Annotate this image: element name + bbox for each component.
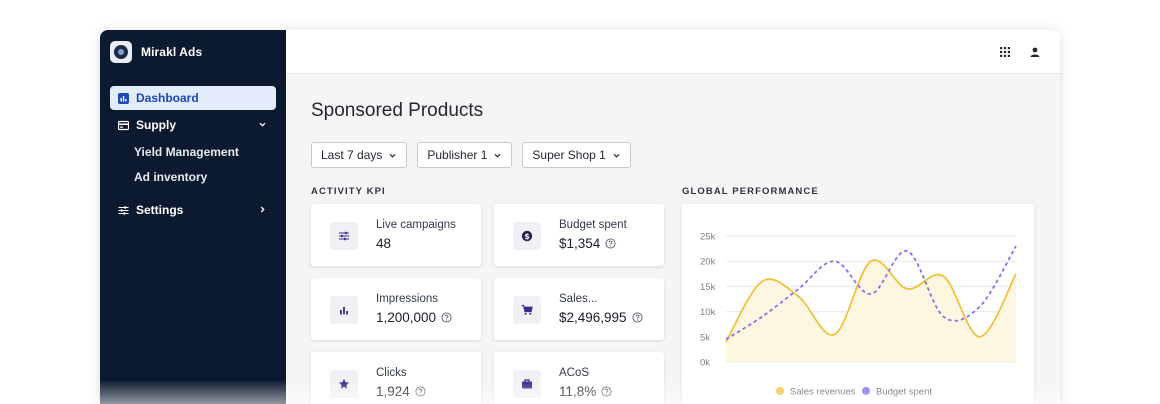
- page-title: Sponsored Products: [311, 100, 484, 121]
- brand[interactable]: Mirakl Ads: [100, 30, 286, 74]
- sidebar-item-dashboard[interactable]: Dashboard: [110, 86, 276, 110]
- apps-grid-icon[interactable]: [998, 45, 1012, 59]
- help-icon[interactable]: [415, 386, 426, 397]
- kpi-value: 48: [376, 236, 392, 251]
- sidebar-item-label: Supply: [136, 118, 177, 132]
- chart-bar-icon: [118, 92, 129, 104]
- sidebar-item-label: Settings: [136, 203, 184, 217]
- kpi-value-row: $2,496,995: [559, 310, 643, 325]
- kpi-label: Live campaigns: [376, 219, 456, 231]
- publisher-filter[interactable]: Publisher 1: [417, 142, 513, 168]
- kpi-card-clicks[interactable]: Clicks 1,924: [311, 352, 481, 404]
- date-range-filter[interactable]: Last 7 days: [311, 142, 408, 168]
- legend-label[interactable]: Budget spent: [876, 387, 932, 398]
- shop-filter[interactable]: Super Shop 1: [522, 142, 631, 168]
- kpi-value-row: 1,924: [376, 384, 426, 399]
- kpi-label: ACoS: [559, 367, 590, 379]
- filter-bar: Last 7 days Publisher 1 Super Shop 1: [311, 142, 641, 168]
- y-tick-label: 10k: [700, 307, 716, 318]
- user-icon[interactable]: [1028, 45, 1042, 59]
- help-icon[interactable]: [601, 386, 612, 397]
- mirakl-logo-icon: [110, 41, 132, 63]
- kpi-card-sales[interactable]: Sales... $2,496,995: [494, 278, 664, 340]
- chevron-down-icon: [613, 153, 620, 158]
- sliders-icon: [330, 222, 358, 250]
- sliders-icon: [118, 205, 129, 216]
- help-icon[interactable]: [441, 312, 452, 323]
- top-bar: [286, 30, 1060, 74]
- kpi-value: $1,354: [559, 236, 601, 251]
- series-area-0: [726, 260, 1016, 362]
- help-icon[interactable]: [632, 312, 643, 323]
- kpi-value: 1,200,000: [376, 310, 437, 325]
- chevron-down-icon: [259, 122, 266, 127]
- kpi-value-row: $1,354: [559, 236, 616, 251]
- sidebar: Mirakl Ads Dashboard Supply Yield Manage…: [100, 30, 286, 404]
- app-window: Mirakl Ads Dashboard Supply Yield Manage…: [100, 30, 1060, 404]
- help-icon[interactable]: [605, 238, 616, 249]
- series-line-1: [725, 245, 1017, 341]
- kpi-label: Clicks: [376, 367, 407, 379]
- dollar-coin-icon: $: [513, 222, 541, 250]
- kpi-value-row: 1,200,000: [376, 310, 452, 325]
- sidebar-subitem-ad-inventory[interactable]: Ad inventory: [134, 170, 208, 184]
- sidebar-item-label: Dashboard: [136, 91, 199, 105]
- kpi-card-budget-spent[interactable]: $ Budget spent $1,354: [494, 204, 664, 266]
- kpi-value-row: 11,8%: [559, 384, 612, 399]
- kpi-value: $2,496,995: [559, 310, 627, 325]
- chevron-right-icon: [260, 206, 265, 213]
- kpi-label: Sales...: [559, 293, 598, 305]
- filter-label: Last 7 days: [321, 148, 383, 162]
- kpi-value: 1,924: [376, 384, 410, 399]
- app-name: Mirakl Ads: [141, 45, 203, 59]
- kpi-card-live-campaigns[interactable]: Live campaigns 48: [311, 204, 481, 266]
- global-performance-card: 0k 5k 10k 15k 20k 25k Sales revenues Budget spe…: [682, 204, 1034, 404]
- legend-label[interactable]: Sales revenues: [790, 387, 856, 398]
- sidebar-item-settings[interactable]: Settings: [110, 198, 276, 222]
- kpi-value-row: 48: [376, 236, 391, 251]
- legend-marker: [862, 387, 870, 395]
- sidebar-item-supply[interactable]: Supply: [110, 113, 276, 137]
- filter-label: Publisher 1: [427, 148, 488, 162]
- kpi-card-impressions[interactable]: Impressions 1,200,000: [311, 278, 481, 340]
- sidebar-subitem-yield-management[interactable]: Yield Management: [134, 145, 239, 159]
- legend-marker: [776, 387, 784, 395]
- performance-chart: 0k 5k 10k 15k 20k 25k Sales revenues Budget spe…: [700, 232, 1017, 398]
- main-content: Sponsored Products Last 7 days Publisher…: [286, 74, 1060, 404]
- y-tick-label: 15k: [700, 282, 716, 293]
- y-tick-label: 25k: [700, 232, 716, 243]
- sidebar-nav: Dashboard Supply Yield Management Ad inv…: [100, 74, 286, 222]
- y-tick-label: 0k: [700, 358, 710, 369]
- svg-text:$: $: [524, 232, 530, 241]
- y-tick-label: 20k: [700, 257, 716, 268]
- kpi-card-acos[interactable]: ACoS 11,8%: [494, 352, 664, 404]
- global-performance-title: GLOBAL PERFORMANCE: [682, 186, 819, 197]
- bar-chart-icon: [330, 296, 358, 324]
- activity-kpi-title: ACTIVITY KPI: [311, 186, 386, 197]
- cart-icon: [513, 296, 541, 324]
- y-tick-label: 5k: [700, 332, 710, 343]
- star-icon: [330, 370, 358, 398]
- filter-label: Super Shop 1: [532, 148, 606, 162]
- kpi-label: Budget spent: [559, 219, 627, 231]
- briefcase-icon: [513, 370, 541, 398]
- chevron-down-icon: [389, 153, 396, 158]
- chevron-down-icon: [494, 153, 501, 158]
- kpi-value: 11,8%: [559, 384, 597, 399]
- card-icon: [118, 120, 129, 131]
- kpi-label: Impressions: [376, 293, 438, 305]
- series-line-0: [725, 259, 1017, 343]
